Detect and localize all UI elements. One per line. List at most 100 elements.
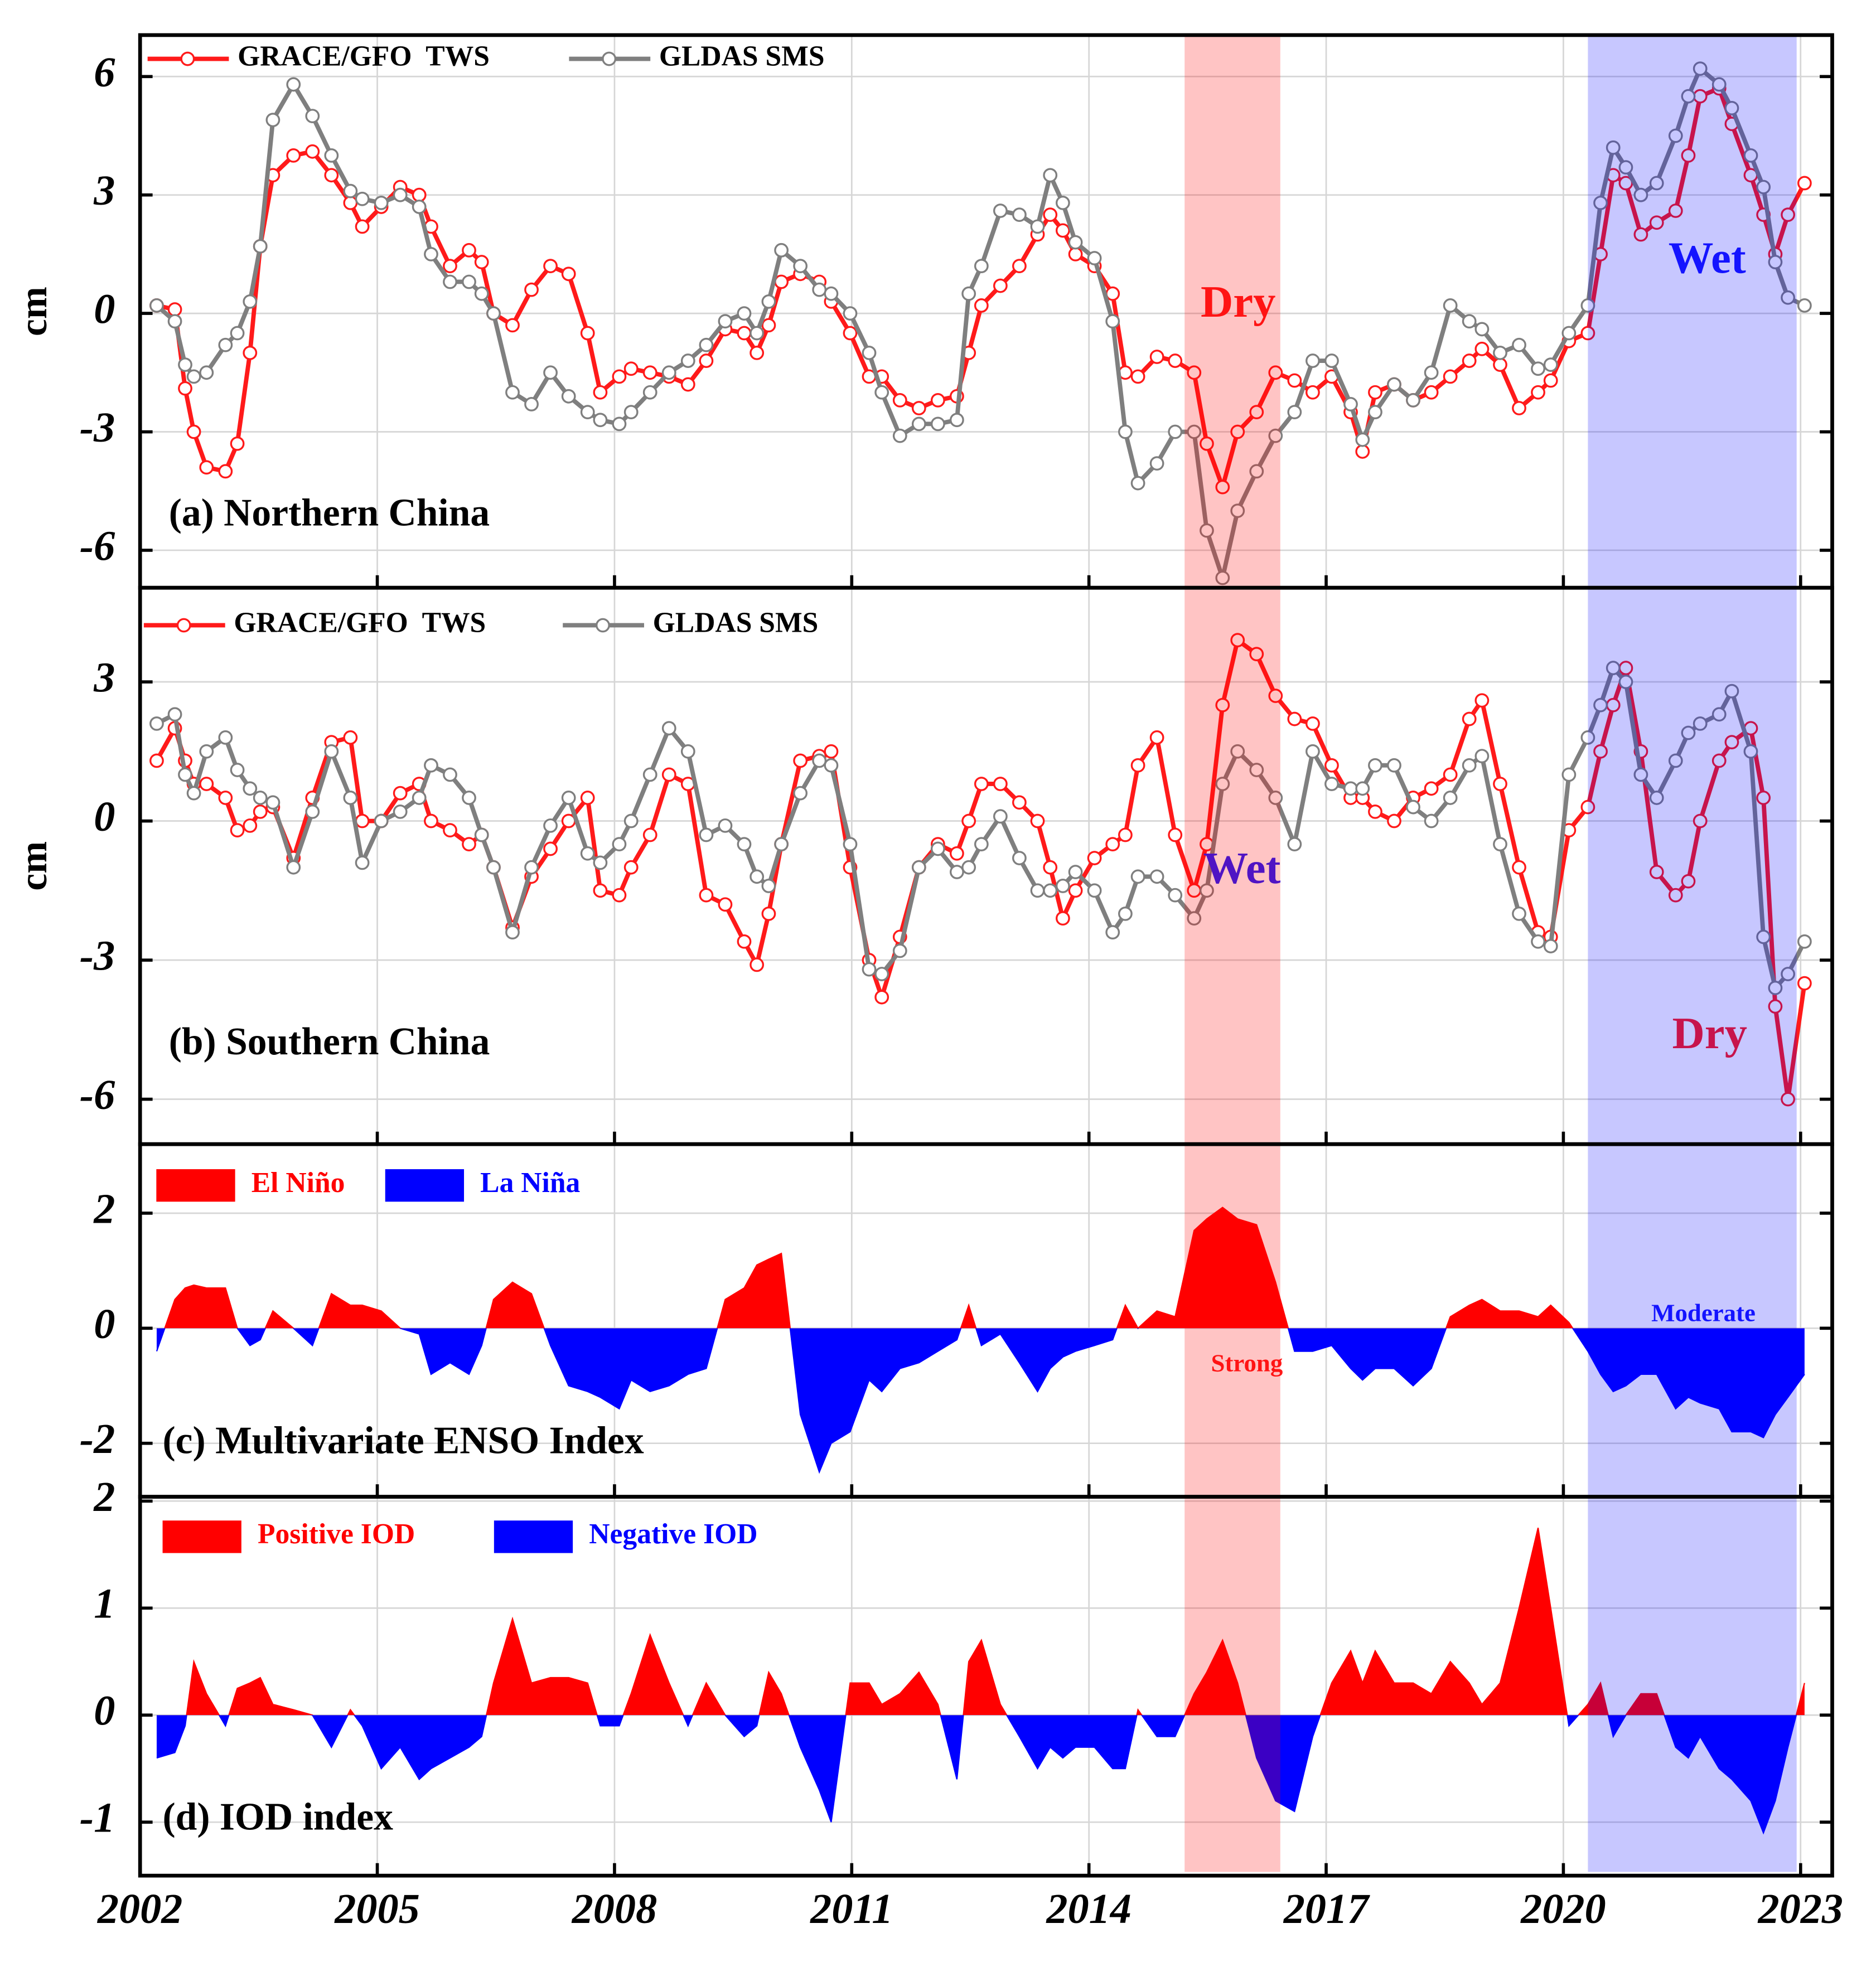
marker: [1797, 176, 1812, 191]
marker: [623, 405, 639, 420]
y-tick-label: 6: [94, 49, 115, 96]
legend-swatch: [385, 1169, 465, 1202]
marker: [1055, 223, 1070, 238]
marker: [1493, 837, 1507, 851]
marker: [1368, 804, 1382, 819]
marker: [1649, 791, 1664, 805]
marker: [1268, 428, 1283, 443]
marker: [699, 888, 714, 903]
marker: [253, 239, 268, 254]
marker: [543, 841, 558, 856]
marker: [524, 282, 539, 297]
y-tick-label: 3: [93, 167, 115, 214]
marker: [1543, 939, 1558, 953]
marker: [930, 841, 945, 856]
marker: [1531, 361, 1545, 376]
marker: [718, 897, 733, 912]
marker: [862, 346, 877, 360]
marker: [750, 957, 765, 972]
marker: [1561, 767, 1577, 782]
marker: [1462, 758, 1477, 773]
marker: [1249, 763, 1264, 777]
marker: [186, 424, 201, 439]
marker: [1130, 476, 1145, 491]
marker: [642, 365, 657, 380]
marker: [1768, 999, 1783, 1014]
marker: [761, 318, 776, 333]
marker: [680, 377, 695, 392]
marker: [642, 767, 657, 782]
marker: [243, 818, 258, 833]
marker: [1012, 851, 1027, 865]
legend-swatch: [180, 51, 195, 66]
marker: [993, 204, 1008, 218]
marker: [1493, 346, 1507, 360]
marker: [1681, 725, 1696, 740]
panel-title: (d) IOD index: [163, 1795, 394, 1838]
marker: [812, 282, 827, 297]
marker: [1168, 424, 1183, 439]
marker: [1580, 326, 1595, 341]
marker: [1149, 350, 1164, 364]
marker: [393, 786, 408, 801]
marker: [593, 413, 608, 428]
area-fill: [156, 1528, 1805, 1716]
marker: [1593, 744, 1608, 759]
y-axis-label: cm: [12, 287, 55, 336]
marker: [793, 753, 808, 768]
y-tick-label: 2: [93, 1474, 115, 1520]
marker: [1781, 1092, 1795, 1107]
marker: [474, 255, 489, 269]
marker: [462, 837, 476, 851]
marker: [1768, 255, 1783, 269]
marker: [243, 346, 258, 360]
marker: [1768, 981, 1783, 995]
marker: [1355, 432, 1370, 447]
marker: [1130, 369, 1145, 384]
legend-swatch: [176, 618, 191, 633]
marker: [961, 286, 976, 301]
marker: [1649, 865, 1664, 879]
marker: [612, 888, 627, 903]
marker: [1711, 77, 1727, 92]
marker: [623, 361, 639, 376]
x-tick-label: 2017: [1283, 1886, 1370, 1932]
shaded-period: [1184, 35, 1280, 1872]
y-tick-label: 3: [93, 655, 115, 701]
marker: [874, 990, 889, 1005]
marker: [355, 219, 370, 234]
marker: [974, 837, 989, 851]
marker: [1668, 204, 1683, 218]
legend-label: GLDAS SMS: [653, 607, 819, 638]
marker: [699, 337, 714, 352]
marker: [474, 286, 489, 301]
marker: [486, 860, 501, 875]
marker: [265, 113, 281, 128]
marker: [230, 326, 245, 341]
marker: [1424, 365, 1439, 380]
marker: [862, 962, 877, 977]
marker: [1249, 464, 1264, 479]
marker: [1724, 735, 1739, 750]
area-fill: [156, 1715, 1796, 1833]
marker: [1230, 744, 1245, 759]
marker: [661, 767, 676, 782]
marker: [149, 753, 164, 768]
marker: [974, 777, 989, 791]
marker: [305, 804, 320, 819]
marker: [230, 823, 245, 838]
marker: [1168, 353, 1183, 368]
marker: [1681, 89, 1696, 104]
marker: [253, 804, 268, 819]
marker: [1606, 140, 1621, 155]
marker: [993, 809, 1008, 824]
marker: [961, 813, 976, 829]
marker: [149, 298, 164, 313]
marker: [1462, 314, 1477, 329]
legend-label: GLDAS SMS: [659, 40, 825, 72]
marker: [1030, 219, 1045, 234]
marker: [1306, 744, 1320, 759]
marker: [949, 413, 964, 428]
marker: [761, 879, 776, 893]
